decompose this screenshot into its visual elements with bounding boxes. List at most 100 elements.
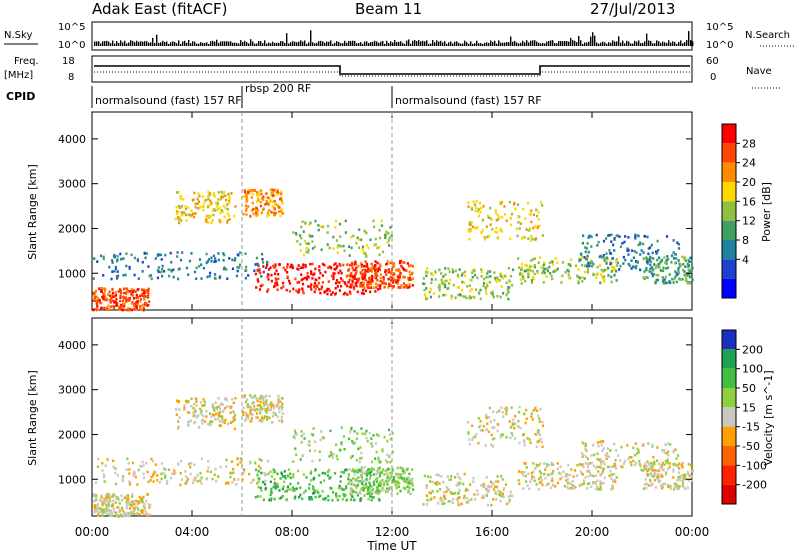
noise-bar [656, 40, 658, 46]
velocity-cell [370, 485, 373, 488]
power-cell [601, 277, 605, 280]
noise-bar [570, 37, 572, 46]
velocity-cell [387, 428, 391, 432]
power-cell [529, 234, 533, 238]
velocity-cell [251, 396, 254, 400]
power-cell [301, 282, 305, 286]
power-cell [471, 225, 474, 229]
velocity-cell [588, 471, 591, 474]
power-cell [202, 205, 205, 208]
power-cell [262, 195, 265, 199]
velocity-cell [276, 485, 280, 489]
velocity-cell [439, 496, 442, 500]
velocity-cell [659, 484, 662, 487]
power-cell [674, 275, 677, 279]
power-cell [314, 287, 317, 291]
noise-bar [666, 42, 668, 46]
velocity-cell [251, 413, 254, 416]
velocity-cell [355, 437, 359, 441]
velocity-cell [375, 487, 379, 490]
velocity-cell [233, 418, 237, 421]
velocity-cell [215, 407, 219, 411]
velocity-cell [406, 468, 409, 472]
power-cell [115, 274, 118, 278]
velocity-cell [200, 413, 203, 416]
velocity-cell [222, 409, 225, 413]
velocity-cell [258, 403, 262, 407]
velocity-cell [403, 477, 406, 480]
power-cell [378, 236, 382, 240]
velocity-cell [262, 480, 265, 484]
velocity-cell [596, 479, 599, 483]
noise-bar [238, 43, 240, 46]
power-cell [409, 278, 413, 282]
velocity-cell [123, 511, 127, 515]
velocity-cell [100, 496, 103, 499]
velocity-cell [675, 457, 678, 461]
velocity-cell [300, 434, 303, 438]
power-cell [424, 295, 427, 299]
velocity-cell [101, 510, 104, 514]
power-cell [143, 295, 146, 299]
power-cell [468, 223, 471, 226]
velocity-cell [189, 461, 193, 465]
velocity-cell [352, 442, 355, 445]
power-cell [401, 266, 404, 270]
velocity-cell [377, 492, 380, 495]
velocity-cell [310, 496, 313, 499]
power-cell [630, 267, 633, 270]
velocity-cell [450, 474, 453, 478]
power-cell [351, 283, 354, 286]
velocity-cell [254, 495, 257, 499]
velocity-cell [214, 401, 217, 405]
power-cell [516, 234, 519, 238]
freq-right-tick-low: 0 [710, 72, 716, 83]
noise-bar [516, 42, 518, 46]
velocity-cell [556, 462, 559, 465]
velocity-cell [433, 496, 436, 499]
velocity-cell [564, 475, 567, 478]
power-cell [268, 213, 271, 217]
power-cell [281, 281, 285, 285]
power-cell [367, 283, 370, 287]
velocity-cell [683, 487, 687, 491]
velocity-cell [217, 417, 220, 421]
power-cell [255, 191, 259, 194]
power-cell [424, 297, 428, 301]
velocity-cell [545, 465, 548, 469]
velocity-cell [314, 495, 317, 499]
power-cell [260, 252, 264, 256]
velocity-cell [301, 497, 304, 501]
power-cell [373, 275, 376, 279]
power-cell [109, 305, 113, 309]
power-cell [332, 235, 335, 239]
velocity-cell [115, 497, 118, 501]
velocity-cell [365, 477, 368, 481]
power-cell [114, 293, 118, 297]
power-cell [266, 290, 269, 293]
power-cell [315, 278, 318, 282]
noise-bar [278, 42, 280, 46]
velocity-cell [654, 486, 658, 489]
velocity-cell [258, 458, 261, 461]
power-cell [321, 262, 324, 266]
velocity-cell [340, 442, 343, 446]
velocity-cell [683, 476, 686, 479]
power-cell [139, 294, 142, 298]
velocity-cell [493, 485, 497, 489]
power-cell [672, 239, 675, 242]
power-cell [520, 262, 524, 266]
power-cell [448, 270, 451, 274]
noise-bar [378, 42, 380, 46]
power-cell [300, 236, 303, 240]
power-cell [332, 275, 335, 278]
power-cell [185, 219, 188, 222]
power-cell [231, 258, 234, 262]
velocity-cell [535, 463, 538, 467]
noise-bar [502, 42, 504, 46]
power-cell [317, 228, 320, 232]
power-cell [286, 263, 289, 266]
velocity-cell [534, 432, 537, 436]
power-cell [372, 219, 375, 223]
power-cell [643, 257, 646, 261]
